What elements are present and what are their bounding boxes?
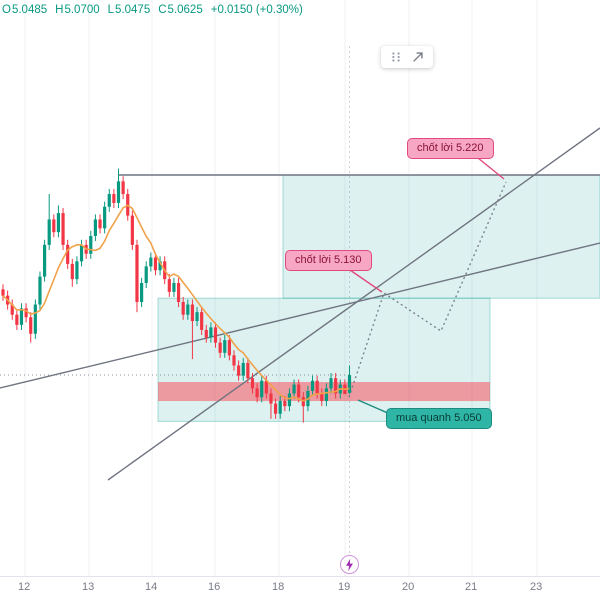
floating-toolbar: [381, 46, 433, 68]
close-value: 5.0625: [167, 4, 203, 16]
high-value: 5.0700: [64, 4, 100, 16]
time-axis[interactable]: 12 13 14 16 18 19 20 21 23: [0, 576, 600, 600]
high-label: H: [55, 4, 64, 16]
x-axis-label: 21: [465, 581, 478, 593]
take-profit-callout-5130[interactable]: chốt lời 5.130: [285, 250, 372, 271]
x-axis-label: 19: [338, 581, 351, 593]
low-value: 5.0475: [115, 4, 151, 16]
low-label: L: [107, 4, 115, 16]
x-axis-label: 14: [145, 581, 158, 593]
drag-dots-icon: [391, 52, 400, 62]
lightning-icon: [346, 558, 353, 571]
change-value: +0.0150 (+0.30%): [210, 4, 303, 16]
x-axis-label: 23: [530, 581, 543, 593]
arrow-up-right-icon: [413, 52, 423, 62]
publish-button[interactable]: [410, 49, 426, 65]
x-axis-label: 20: [402, 581, 415, 593]
ohlc-legend: O 5.0485 H 5.0700 L 5.0475 C 5.0625 +0.0150 …: [2, 4, 303, 16]
x-axis-label: 12: [18, 581, 31, 593]
close-label: C: [158, 4, 167, 16]
x-axis-label: 13: [82, 581, 95, 593]
events-lightning-button[interactable]: [340, 555, 359, 574]
buy-zone-callout[interactable]: mua quanh 5.050: [386, 408, 492, 429]
open-label: O: [2, 4, 11, 16]
drag-handle[interactable]: [388, 49, 404, 65]
open-value: 5.0485: [11, 4, 48, 16]
take-profit-callout-5220[interactable]: chốt lời 5.220: [407, 138, 494, 159]
x-axis-label: 16: [208, 581, 221, 593]
x-axis-label: 18: [272, 581, 285, 593]
